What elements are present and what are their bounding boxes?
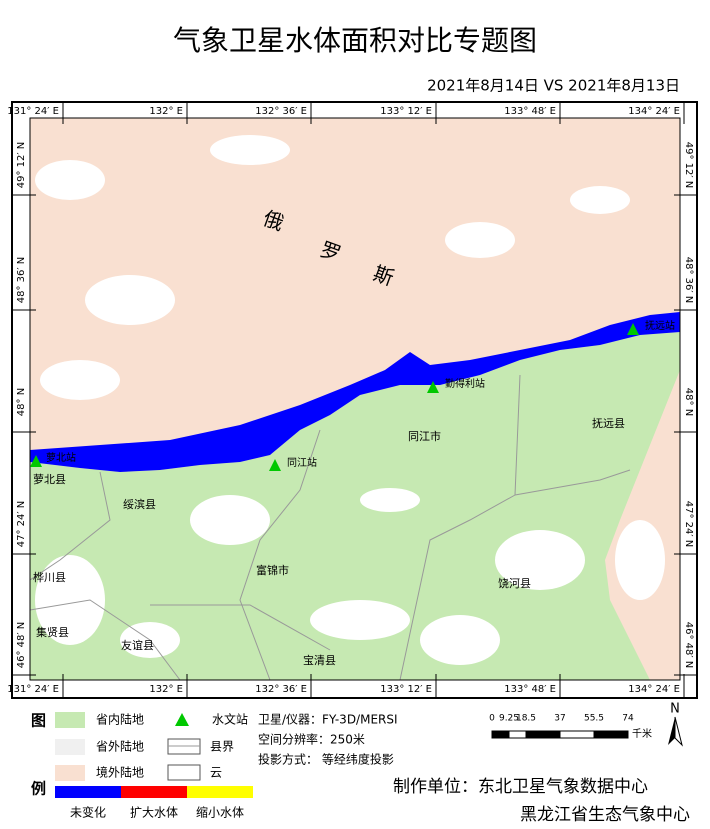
lon-label: 131° 24′ E [7, 684, 59, 695]
station-label: 勤得利站 [445, 377, 485, 390]
scale-label: 0 [489, 714, 495, 724]
lon-label: 131° 24′ E [7, 106, 59, 117]
lat-label: 48° N [683, 388, 694, 416]
subtitle: 2021年8月14日 VS 2021年8月13日 [427, 77, 680, 95]
county-label: 友谊县 [121, 638, 154, 652]
scale-label: 9.25 [499, 714, 519, 724]
county-label: 抚远县 [592, 416, 625, 430]
station-marker [427, 381, 439, 393]
legend-label: 扩大水体 [130, 806, 178, 820]
lon-label: 134° 24′ E [628, 684, 680, 695]
legend-swatch [55, 712, 85, 728]
legend-label: 缩小水体 [196, 805, 244, 820]
lat-label: 48° 36′ N [16, 257, 27, 304]
legend-water [187, 786, 253, 798]
scale-segment [559, 730, 595, 739]
info-text: 空间分辨率：250米 [258, 732, 365, 747]
north-label: N [670, 702, 680, 717]
lat-label: 48° 36′ N [683, 257, 694, 304]
lon-label: 132° E [149, 106, 183, 117]
legend-swatch [55, 739, 85, 755]
lat-label: 49° 12′ N [16, 142, 27, 189]
legend-water [121, 786, 187, 798]
legend-label: 云 [210, 766, 222, 780]
legend-label: 未变化 [70, 805, 106, 820]
station-marker [627, 323, 639, 335]
lat-label: 47° 24′ N [16, 501, 27, 548]
county-boundaries [30, 374, 631, 680]
info-text: 卫星/仪器：FY-3D/MERSI [258, 713, 398, 727]
legend-label: 省外陆地 [96, 739, 144, 754]
county-label: 同江市 [408, 429, 441, 443]
scale-label: 37 [554, 714, 565, 724]
county-label: 绥滨县 [123, 497, 156, 511]
lon-label: 133° 12′ E [380, 684, 432, 695]
river [30, 312, 680, 472]
lat-label: 47° 24′ N [683, 501, 694, 548]
station-marker [30, 455, 42, 467]
legend-water [55, 786, 121, 798]
province-land [30, 332, 680, 680]
lat-label: 49° 12′ N [683, 142, 694, 189]
scale-segment [593, 730, 629, 739]
lon-label: 133° 48′ E [504, 684, 556, 695]
map-body [30, 118, 680, 680]
station-label: 萝北站 [46, 451, 76, 464]
lon-label: 133° 12′ E [380, 106, 432, 117]
legend-label: 县界 [210, 740, 234, 754]
county-label: 宝清县 [303, 653, 336, 667]
county-label: 集贤县 [36, 625, 69, 639]
county-label: 富锦市 [256, 563, 289, 577]
scale-label: 18.5 [516, 714, 536, 724]
scale-segment [525, 730, 561, 739]
scale-segment [508, 730, 527, 739]
station-label: 同江站 [287, 456, 317, 469]
county-label: 饶河县 [498, 577, 531, 590]
scale-segment [491, 730, 510, 739]
lon-label: 132° 36′ E [255, 106, 307, 117]
legend-heading: 图 [31, 712, 46, 730]
map-inner-frame [29, 117, 681, 681]
lon-label: 132° 36′ E [255, 684, 307, 695]
legend-cloud [167, 764, 201, 781]
north-arrow [668, 716, 683, 747]
legend-label: 水文站 [212, 712, 248, 727]
info-text: 投影方式： 等经纬度投影 [258, 752, 394, 767]
county-label: 桦川县 [33, 570, 66, 584]
county-label: 萝北县 [33, 473, 66, 486]
scale-label: 74 [622, 714, 634, 724]
lon-label: 132° E [149, 684, 183, 695]
station-label: 抚远站 [645, 319, 675, 332]
scale-label: 55.5 [584, 714, 604, 724]
lat-label: 46° 48′ N [683, 622, 694, 669]
producer: 黑龙江省生态气象中心 [520, 805, 690, 825]
legend-heading: 例 [31, 780, 46, 798]
lat-label: 46° 48′ N [16, 622, 27, 669]
legend-label: 境外陆地 [96, 765, 144, 780]
legend-station [175, 713, 189, 726]
lat-label: 48° N [16, 388, 27, 416]
lon-label: 134° 24′ E [628, 106, 680, 117]
station-marker [269, 459, 281, 471]
legend-swatch [55, 765, 85, 781]
clouds [35, 135, 665, 665]
producer: 制作单位：东北卫星气象数据中心 [393, 777, 648, 797]
title: 气象卫星水体面积对比专题图 [173, 24, 537, 57]
legend-label: 省内陆地 [96, 712, 144, 727]
scale-unit: 千米 [632, 727, 652, 740]
lon-label: 133° 48′ E [504, 106, 556, 117]
map-frame [11, 101, 698, 699]
